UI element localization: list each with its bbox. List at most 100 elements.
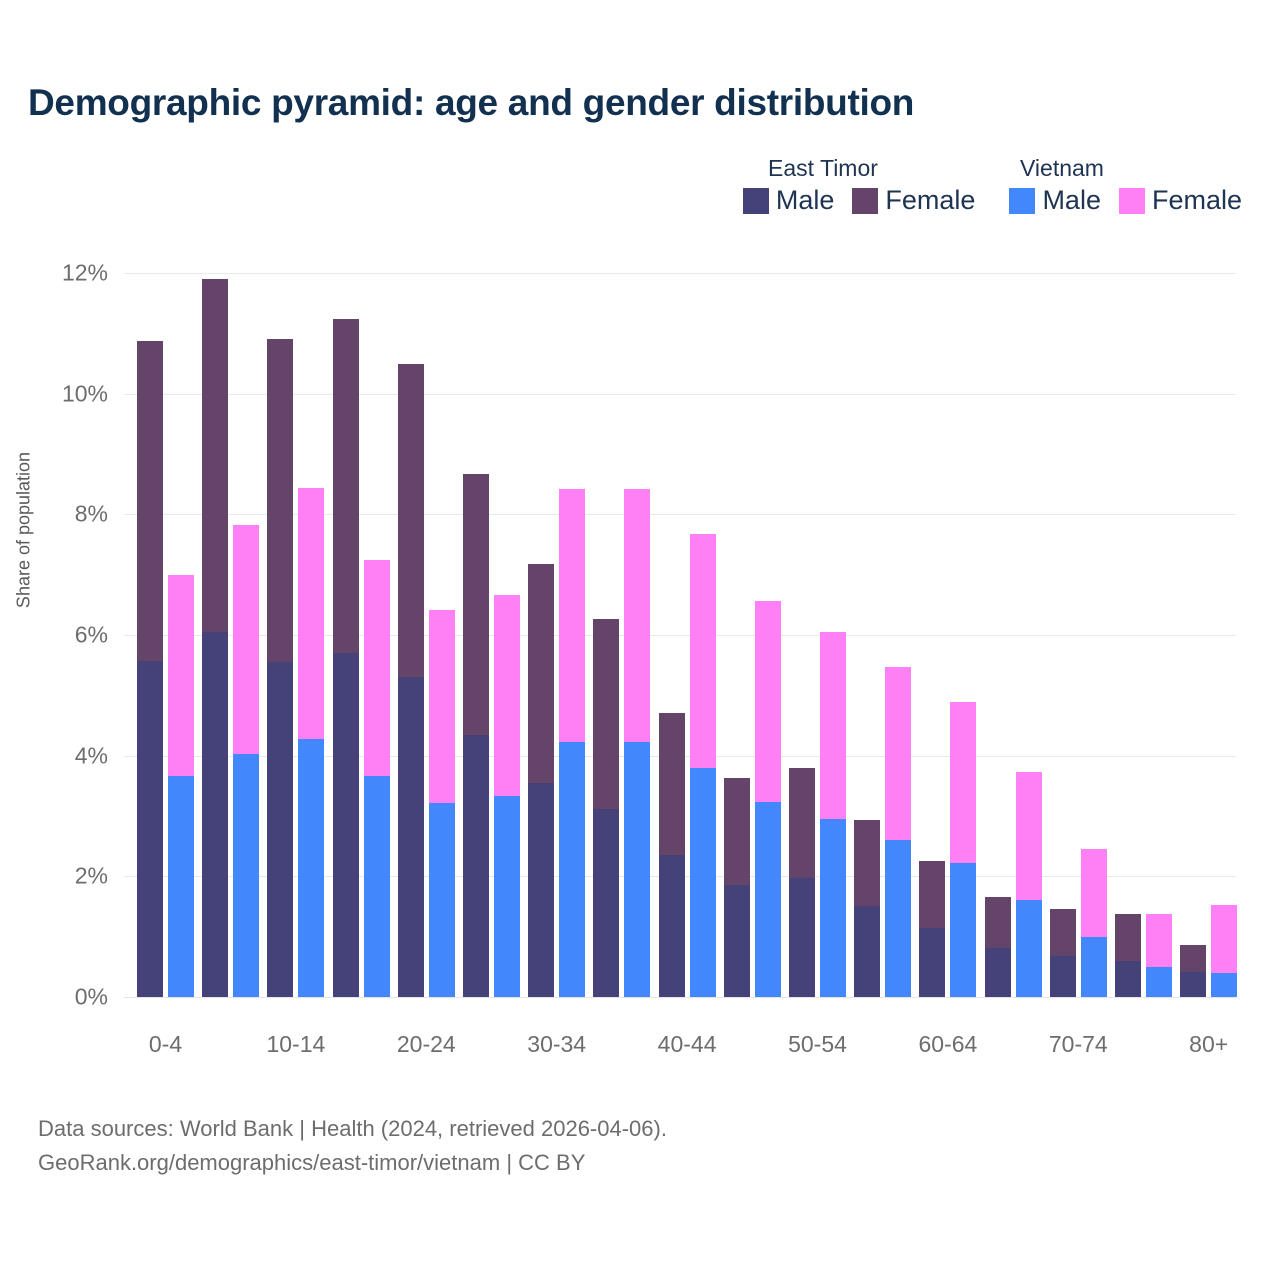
bar-vietnam-25-29-male-segment[interactable]	[494, 796, 520, 997]
bar-vietnam-20-24-female-segment[interactable]	[428, 609, 455, 803]
legend-item-east-timor-male[interactable]: Male	[742, 187, 834, 214]
bar-vietnam-5-9-male-segment[interactable]	[233, 754, 260, 997]
bar-east-timor-0-4[interactable]	[137, 341, 163, 997]
bar-east-timor-50-54[interactable]	[789, 767, 815, 997]
bar-east-timor-25-29-female-segment[interactable]	[463, 473, 489, 735]
bar-east-timor-20-24-female-segment[interactable]	[397, 363, 424, 678]
bar-vietnam-65-69[interactable]	[1015, 771, 1042, 997]
bar-vietnam-25-29[interactable]	[494, 595, 520, 997]
bar-east-timor-80+-male-segment[interactable]	[1180, 971, 1207, 997]
bar-vietnam-30-34-female-segment[interactable]	[559, 488, 586, 743]
bar-vietnam-60-64-female-segment[interactable]	[950, 701, 977, 864]
bar-east-timor-75-79-male-segment[interactable]	[1115, 960, 1141, 997]
bar-east-timor-10-14[interactable]	[267, 339, 294, 997]
bar-east-timor-50-54-female-segment[interactable]	[789, 767, 815, 879]
bar-vietnam-25-29-female-segment[interactable]	[494, 595, 520, 797]
bar-vietnam-70-74-male-segment[interactable]	[1080, 936, 1107, 997]
bar-east-timor-25-29[interactable]	[463, 473, 489, 997]
bar-vietnam-60-64-male-segment[interactable]	[950, 863, 977, 997]
bar-vietnam-0-4-male-segment[interactable]	[168, 775, 194, 997]
bar-vietnam-55-59-male-segment[interactable]	[885, 840, 912, 997]
bar-vietnam-10-14[interactable]	[298, 488, 325, 997]
bar-east-timor-25-29-male-segment[interactable]	[463, 734, 489, 997]
bar-east-timor-10-14-male-segment[interactable]	[267, 662, 294, 997]
bar-east-timor-5-9-male-segment[interactable]	[202, 631, 229, 997]
bar-east-timor-35-39-male-segment[interactable]	[593, 808, 620, 997]
bar-vietnam-0-4-female-segment[interactable]	[168, 574, 194, 776]
bar-vietnam-75-79-female-segment[interactable]	[1146, 913, 1172, 967]
bar-vietnam-40-44-male-segment[interactable]	[689, 767, 716, 997]
bar-vietnam-45-49[interactable]	[754, 601, 781, 997]
bar-vietnam-50-54[interactable]	[820, 631, 846, 997]
bar-vietnam-80+-female-segment[interactable]	[1211, 905, 1238, 973]
bar-east-timor-5-9-female-segment[interactable]	[202, 279, 229, 632]
bar-east-timor-65-69[interactable]	[984, 897, 1011, 997]
bar-east-timor-55-59-female-segment[interactable]	[854, 820, 881, 907]
legend-item-east-timor-female[interactable]: Female	[852, 187, 975, 214]
bar-east-timor-80+-female-segment[interactable]	[1180, 945, 1207, 972]
bar-east-timor-5-9[interactable]	[202, 279, 229, 997]
bar-east-timor-10-14-female-segment[interactable]	[267, 339, 294, 663]
bar-vietnam-5-9[interactable]	[233, 525, 260, 997]
bar-vietnam-70-74[interactable]	[1080, 849, 1107, 997]
bar-east-timor-75-79[interactable]	[1115, 913, 1141, 997]
bar-east-timor-60-64-male-segment[interactable]	[919, 927, 946, 997]
bar-east-timor-45-49-male-segment[interactable]	[723, 885, 750, 997]
bar-vietnam-50-54-male-segment[interactable]	[820, 819, 846, 997]
bar-vietnam-20-24-male-segment[interactable]	[428, 802, 455, 997]
legend-item-vietnam-female[interactable]: Female	[1118, 187, 1242, 214]
bar-vietnam-45-49-male-segment[interactable]	[754, 802, 781, 997]
bar-vietnam-75-79[interactable]	[1146, 913, 1172, 997]
bar-vietnam-80+[interactable]	[1211, 905, 1238, 997]
bar-east-timor-45-49[interactable]	[723, 777, 750, 997]
bar-vietnam-15-19[interactable]	[363, 559, 390, 997]
bar-east-timor-30-34-male-segment[interactable]	[528, 782, 555, 997]
bar-east-timor-0-4-female-segment[interactable]	[137, 341, 163, 661]
bar-vietnam-15-19-female-segment[interactable]	[363, 559, 390, 776]
bar-vietnam-55-59-female-segment[interactable]	[885, 666, 912, 841]
bar-vietnam-35-39[interactable]	[624, 488, 651, 997]
bar-vietnam-10-14-male-segment[interactable]	[298, 738, 325, 997]
bar-east-timor-20-24[interactable]	[397, 363, 424, 998]
bar-vietnam-35-39-male-segment[interactable]	[624, 742, 651, 997]
bar-east-timor-35-39-female-segment[interactable]	[593, 618, 620, 809]
bar-east-timor-40-44-male-segment[interactable]	[658, 855, 685, 997]
bar-vietnam-80+-male-segment[interactable]	[1211, 972, 1238, 997]
bar-vietnam-55-59[interactable]	[885, 666, 912, 997]
bar-vietnam-0-4[interactable]	[168, 574, 194, 997]
bar-vietnam-70-74-female-segment[interactable]	[1080, 849, 1107, 937]
bar-east-timor-0-4-male-segment[interactable]	[137, 660, 163, 997]
bar-east-timor-65-69-female-segment[interactable]	[984, 897, 1011, 948]
bar-vietnam-20-24[interactable]	[428, 609, 455, 997]
bar-east-timor-15-19-female-segment[interactable]	[332, 319, 359, 654]
bar-east-timor-55-59-male-segment[interactable]	[854, 906, 881, 997]
bar-vietnam-15-19-male-segment[interactable]	[363, 775, 390, 997]
bar-vietnam-35-39-female-segment[interactable]	[624, 488, 651, 743]
bar-vietnam-50-54-female-segment[interactable]	[820, 631, 846, 819]
bar-vietnam-40-44-female-segment[interactable]	[689, 533, 716, 768]
bar-east-timor-50-54-male-segment[interactable]	[789, 878, 815, 997]
bar-east-timor-15-19[interactable]	[332, 319, 359, 997]
bar-vietnam-75-79-male-segment[interactable]	[1146, 966, 1172, 997]
bar-east-timor-40-44[interactable]	[658, 713, 685, 997]
bar-east-timor-80+[interactable]	[1180, 945, 1207, 997]
bar-vietnam-65-69-female-segment[interactable]	[1015, 771, 1042, 901]
bar-east-timor-30-34[interactable]	[528, 564, 555, 997]
bar-east-timor-70-74-female-segment[interactable]	[1049, 908, 1076, 956]
legend-item-vietnam-male[interactable]: Male	[1009, 187, 1101, 214]
bar-east-timor-45-49-female-segment[interactable]	[723, 777, 750, 886]
bar-vietnam-10-14-female-segment[interactable]	[298, 488, 325, 739]
bar-east-timor-75-79-female-segment[interactable]	[1115, 913, 1141, 961]
bar-east-timor-15-19-male-segment[interactable]	[332, 653, 359, 997]
bar-east-timor-20-24-male-segment[interactable]	[397, 677, 424, 997]
bar-east-timor-55-59[interactable]	[854, 820, 881, 997]
bar-vietnam-30-34-male-segment[interactable]	[559, 742, 586, 997]
bar-vietnam-65-69-male-segment[interactable]	[1015, 900, 1042, 997]
bar-east-timor-65-69-male-segment[interactable]	[984, 947, 1011, 997]
bar-vietnam-5-9-female-segment[interactable]	[233, 525, 260, 755]
bar-vietnam-60-64[interactable]	[950, 701, 977, 997]
bar-vietnam-30-34[interactable]	[559, 488, 586, 997]
bar-vietnam-45-49-female-segment[interactable]	[754, 601, 781, 803]
bar-east-timor-35-39[interactable]	[593, 618, 620, 997]
bar-east-timor-30-34-female-segment[interactable]	[528, 564, 555, 783]
